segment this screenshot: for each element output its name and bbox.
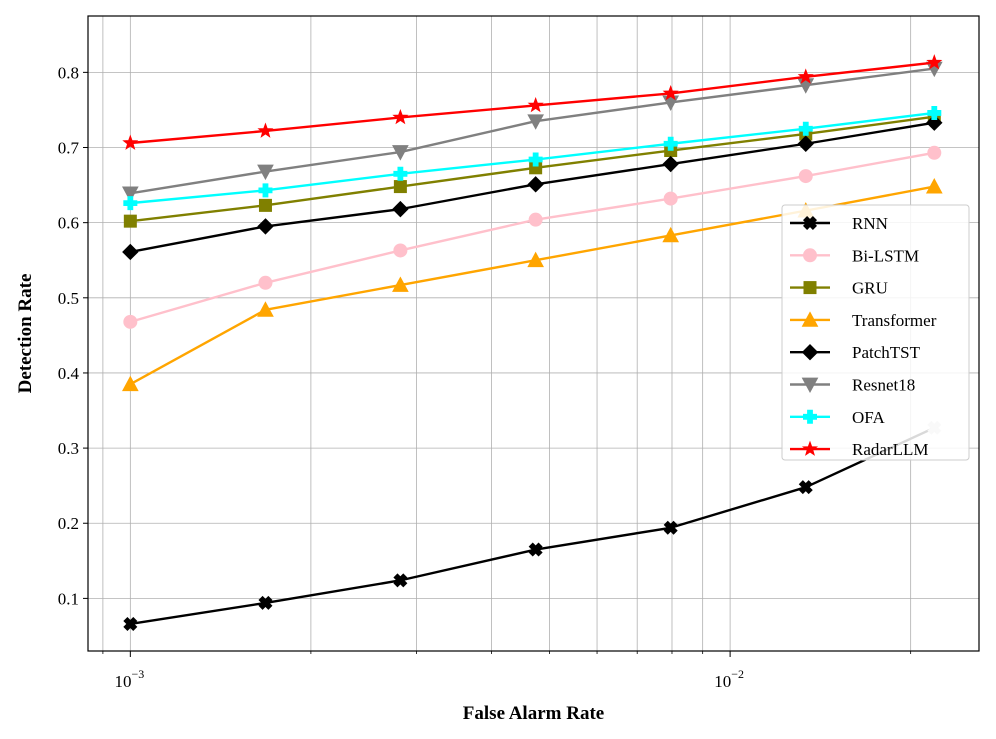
- marker-legend: [803, 281, 817, 295]
- marker-point: [662, 84, 679, 101]
- legend-item-bi-lstm: Bi-LSTM: [790, 246, 919, 265]
- legend-item-radarllm: RadarLLM: [790, 440, 928, 459]
- y-axis-title: Detection Rate: [15, 274, 36, 394]
- marker-legend: [801, 377, 819, 394]
- marker-point: [123, 196, 138, 211]
- y-tick-label: 0.5: [58, 289, 79, 308]
- marker-point: [663, 520, 678, 535]
- legend-label: PatchTST: [852, 343, 921, 362]
- marker-point: [662, 226, 680, 243]
- series-ofa: [123, 105, 942, 211]
- y-tick-label: 0.8: [58, 63, 79, 82]
- marker-point: [798, 121, 813, 136]
- marker-point: [122, 134, 139, 150]
- marker-legend: [802, 215, 818, 231]
- marker-point: [123, 314, 138, 329]
- marker-point: [257, 301, 274, 317]
- legend-item-resnet18: Resnet18: [790, 376, 915, 395]
- marker-point: [122, 243, 139, 261]
- marker-point: [123, 616, 138, 631]
- marker-point: [257, 218, 274, 235]
- marker-point: [797, 135, 814, 152]
- marker-point: [527, 176, 544, 193]
- legend-item-patchtst: PatchTST: [790, 343, 921, 362]
- series-bi-lstm: [123, 145, 942, 329]
- y-tick-label: 0.3: [58, 439, 79, 458]
- axis-ticks: 0.1 0.2 0.3 0.4 0.5 0.6 0.7 0.8 10−3 10−2: [58, 63, 912, 691]
- marker-point: [258, 275, 273, 290]
- marker-point: [528, 212, 543, 227]
- y-tick-label: 0.4: [58, 364, 80, 383]
- y-tick-label: 0.1: [58, 589, 79, 608]
- marker-point: [393, 243, 408, 258]
- legend-label: RNN: [852, 214, 888, 233]
- marker-point: [927, 105, 942, 120]
- legend-label: Resnet18: [852, 376, 915, 395]
- legend-item-gru: GRU: [790, 279, 888, 298]
- marker-point: [926, 54, 943, 70]
- series-group: [121, 54, 943, 631]
- marker-legend: [803, 409, 817, 424]
- y-tick-label: 0.7: [58, 139, 80, 158]
- y-tick-label: 0.2: [58, 514, 79, 533]
- x-axis-title: False Alarm Rate: [463, 703, 604, 724]
- marker-point: [121, 375, 139, 392]
- marker-point: [258, 595, 273, 610]
- marker-point: [393, 166, 408, 181]
- marker-point: [258, 198, 272, 212]
- marker-point: [663, 191, 678, 206]
- marker-point: [392, 276, 409, 292]
- series-radarllm: [122, 54, 943, 150]
- marker-point: [392, 145, 409, 161]
- marker-point: [393, 573, 408, 588]
- marker-point: [926, 114, 943, 131]
- x-tick-label: 10−3: [114, 667, 144, 691]
- marker-point: [258, 183, 273, 198]
- marker-point: [392, 108, 409, 125]
- marker-legend: [801, 311, 819, 327]
- series-patchtst: [122, 114, 943, 261]
- marker-point: [123, 214, 137, 228]
- x-tick-label: 10−2: [714, 667, 744, 691]
- marker-point: [257, 164, 274, 181]
- legend-item-transformer: Transformer: [790, 311, 937, 330]
- marker-point: [528, 542, 543, 557]
- legend: RNN Bi-LSTM GRU Transformer PatchTST Resnet18…: [781, 204, 970, 461]
- legend-box: [781, 204, 970, 461]
- marker-point: [798, 169, 813, 184]
- marker-point: [528, 152, 543, 167]
- marker-point: [393, 180, 407, 194]
- marker-point: [798, 480, 813, 495]
- marker-point: [925, 178, 943, 194]
- marker-point: [527, 96, 544, 113]
- marker-point: [392, 200, 409, 218]
- marker-point: [662, 155, 679, 173]
- legend-label: Bi-LSTM: [852, 246, 919, 265]
- marker-point: [121, 186, 139, 202]
- plot-area-frame: [87, 15, 980, 652]
- marker-point: [797, 68, 814, 84]
- marker-point: [527, 251, 544, 268]
- y-tick-label: 0.6: [58, 214, 79, 233]
- marker-point: [527, 114, 544, 130]
- marker-legend: [803, 248, 817, 263]
- legend-label: RadarLLM: [852, 440, 928, 459]
- legend-item-ofa: OFA: [790, 408, 885, 427]
- marker-point: [257, 122, 274, 138]
- legend-label: GRU: [852, 279, 888, 298]
- legend-label: OFA: [852, 408, 885, 427]
- marker-point: [927, 145, 942, 160]
- marker-point: [663, 136, 678, 151]
- marker-legend: [801, 343, 819, 361]
- legend-label: Transformer: [852, 311, 937, 330]
- legend-item-rnn: RNN: [790, 214, 888, 233]
- marker-legend: [801, 440, 819, 456]
